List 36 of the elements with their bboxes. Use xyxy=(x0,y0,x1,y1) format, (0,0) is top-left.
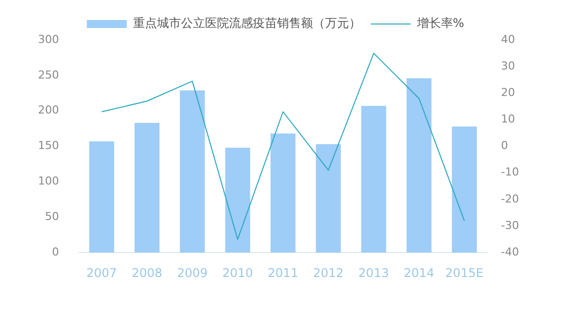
x-tick-label: 2010 xyxy=(222,266,253,280)
x-tick-label: 2011 xyxy=(268,266,298,280)
x-tick-label: 2008 xyxy=(132,266,162,280)
x-tick-label: 2014 xyxy=(404,266,434,280)
bar xyxy=(270,134,296,253)
y2-tick-label: 10 xyxy=(501,112,516,126)
bar xyxy=(180,90,205,253)
y-tick-label: 100 xyxy=(38,174,59,188)
x-tick-label: 2013 xyxy=(358,266,389,280)
bar xyxy=(452,126,477,253)
y2-tick-label: -20 xyxy=(501,192,519,206)
x-tick-label: 2015E xyxy=(445,266,484,280)
bar xyxy=(406,78,432,253)
legend-label: 重点城市公立医院流感疫苗销售额（万元） xyxy=(132,16,361,30)
y2-tick-label: -40 xyxy=(501,245,519,258)
bar xyxy=(316,144,341,253)
y2-tick-label: 20 xyxy=(501,86,516,100)
x-tick-label: 2012 xyxy=(313,266,344,280)
bar xyxy=(225,148,250,253)
y2-tick-label: -30 xyxy=(501,218,519,232)
bar xyxy=(89,141,114,253)
y2-tick-label: 40 xyxy=(501,32,516,46)
legend-label: 增长率% xyxy=(416,16,464,30)
bar xyxy=(361,106,386,253)
y-tick-label: 250 xyxy=(38,68,59,82)
y-tick-label: 50 xyxy=(44,210,59,224)
y2-tick-label: -10 xyxy=(501,166,519,179)
x-tick-label: 2007 xyxy=(86,266,117,280)
y2-tick-label: 30 xyxy=(501,59,516,72)
y2-tick-label: 0 xyxy=(501,139,508,152)
y-tick-label: 300 xyxy=(38,32,59,46)
y-tick-label: 0 xyxy=(52,245,59,258)
bar xyxy=(134,122,160,253)
x-tick-label: 2009 xyxy=(177,266,208,280)
y-tick-label: 200 xyxy=(38,104,59,117)
y-tick-label: 150 xyxy=(38,139,59,152)
